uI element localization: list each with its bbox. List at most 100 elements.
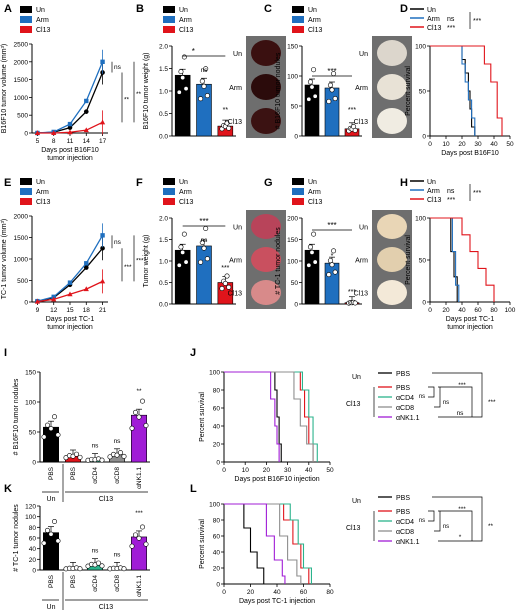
panel-E-sig-label: ns	[114, 239, 122, 246]
panel-J-legend-label: αCD8	[396, 405, 414, 412]
panel-F-data-point	[199, 239, 205, 245]
panel-K-data-point	[44, 527, 50, 533]
panel-H-x-tick-label: 20	[442, 307, 450, 314]
panel-L-sig-label: ***	[458, 506, 466, 513]
panel-K-data-point	[140, 524, 146, 530]
panel-F-data-point	[204, 256, 210, 262]
panel-I-data-point	[121, 453, 127, 459]
panel-G-y-tick-label: 200	[287, 216, 298, 223]
panel-B-sig-label: **	[223, 107, 229, 114]
panel-F-y-tick-label: 2.0	[159, 216, 168, 223]
panel-H-survival-curve	[430, 217, 458, 302]
panel-I-data-point	[107, 454, 113, 460]
panel-C-data-point	[326, 98, 332, 104]
panel-F-legend-swatch	[163, 198, 175, 205]
panel-letter-I: I	[4, 347, 7, 359]
panel-B-data-point	[180, 75, 186, 81]
panel-L-x-tick-label: 60	[300, 589, 308, 596]
panel-G-photo-label: Arm	[355, 258, 368, 265]
panel-G-data-point	[331, 248, 337, 254]
panel-D-y-tick-label: 100	[415, 44, 426, 51]
panel-C-sig-label: ***	[327, 67, 336, 76]
panel-I-x-tick-label: αCD8	[114, 467, 121, 484]
panel-D-legend-label: Arm	[427, 16, 440, 23]
panel-letter-J: J	[190, 347, 196, 359]
panel-F-data-point	[178, 244, 184, 250]
panel-E-y-tick-label: 1000	[14, 257, 29, 264]
panel-E-x-label: Days post TC-1	[46, 316, 95, 323]
panel-K-y-tick-label: 60	[29, 536, 37, 543]
panel-H-survival-curve	[430, 217, 495, 302]
panel-K-x-tick-label: αNK1.1	[136, 575, 143, 597]
panel-letter-D: D	[400, 3, 408, 15]
panel-A-y-tick-label: 1000	[14, 95, 29, 102]
panel-C-data-point	[329, 87, 335, 93]
panel-H-x-label: Days post TC-1	[446, 316, 495, 323]
panel-C-y-tick-label: 100	[287, 74, 298, 81]
panel-E-point	[34, 298, 41, 304]
panel-L-x-tick-label: 20	[247, 589, 255, 596]
panel-K-sig-label: ***	[135, 510, 143, 517]
panel-B-legend-label: Cl13	[179, 27, 194, 34]
panel-L-sig-bracket	[432, 496, 483, 542]
panel-J-y-tick-label: 60	[213, 406, 221, 413]
panel-J-y-label: Percent survival	[199, 392, 206, 442]
panel-H-y-tick-label: 0	[422, 300, 426, 307]
panel-H-legend-label: Cl13	[427, 197, 442, 204]
panel-J-legend-label: αNK1.1	[396, 415, 420, 422]
panel-J-survival-curve	[224, 371, 314, 462]
panel-letter-F: F	[136, 177, 143, 189]
panel-H-x-tick-label: 80	[490, 307, 498, 314]
panel-F-y-tick-label: 1.0	[159, 259, 168, 266]
panel-D-survival-curve	[430, 45, 503, 136]
panel-I-y-tick-label: 0	[32, 460, 36, 467]
panel-J-x-tick-label: 20	[263, 467, 271, 474]
panel-I-data-point	[140, 398, 146, 404]
panel-C-legend-swatch	[292, 16, 304, 23]
panel-E-y-tick-label: 500	[17, 278, 28, 285]
panel-J-survival-curve	[224, 371, 314, 462]
panel-K-x-tick-label: αCD4	[92, 575, 99, 592]
panel-K-group-label: Cl13	[99, 604, 114, 611]
panel-G-legend-label: Un	[308, 179, 317, 186]
panel-letter-A: A	[4, 3, 12, 15]
panel-H-x-tick-label: 40	[458, 307, 466, 314]
panel-J-y-tick-label: 40	[213, 424, 221, 431]
panel-E-y-tick-label: 0	[24, 300, 28, 307]
panel-C-bar	[304, 84, 320, 137]
panel-A-point	[100, 59, 105, 64]
panel-letter-C: C	[264, 3, 272, 15]
panel-L-x-label: Days post TC-1 injection	[239, 598, 315, 605]
panel-J-survival-curve	[224, 371, 280, 462]
panel-F-y-tick-label: 0.0	[159, 302, 168, 309]
panel-G-legend-swatch	[292, 198, 304, 205]
panel-G-data-point	[332, 269, 338, 275]
panel-C-legend-label: Un	[308, 7, 317, 14]
panel-J-x-tick-label: 50	[326, 467, 334, 474]
panel-L-survival-curve	[224, 503, 312, 584]
panel-I-x-tick-label: αCD4	[92, 467, 99, 484]
panel-G-data-point	[311, 231, 317, 237]
panel-B-data-point	[176, 89, 182, 95]
panel-H-x-label-2: tumor injection	[447, 324, 493, 331]
panel-L-y-label: Percent survival	[199, 519, 206, 569]
panel-L-x-tick-label: 40	[273, 589, 281, 596]
panel-G-data-point	[352, 300, 358, 306]
panel-A-y-tick-label: 2500	[14, 42, 29, 49]
panel-H-y-tick-label: 100	[415, 216, 426, 223]
panel-H-sig-label: ***	[473, 190, 481, 197]
panel-F-legend-swatch	[163, 178, 175, 185]
panel-L-y-tick-label: 100	[209, 502, 220, 509]
panel-C-bar	[324, 87, 340, 137]
panel-F-tumor-photo	[251, 214, 281, 239]
panel-L-legend-label: PBS	[396, 495, 410, 502]
panel-I-data-point	[143, 422, 149, 428]
panel-L-sig-label: ns	[443, 524, 449, 530]
panel-J-sig-label: ***	[488, 399, 496, 406]
panel-B-sig-label: *	[192, 47, 195, 56]
panel-G-data-point	[329, 262, 335, 268]
panel-F-photo-label: Cl13	[228, 291, 243, 298]
panel-L-sig-bracket	[434, 511, 441, 532]
panel-H-x-tick-label: 100	[505, 307, 516, 314]
